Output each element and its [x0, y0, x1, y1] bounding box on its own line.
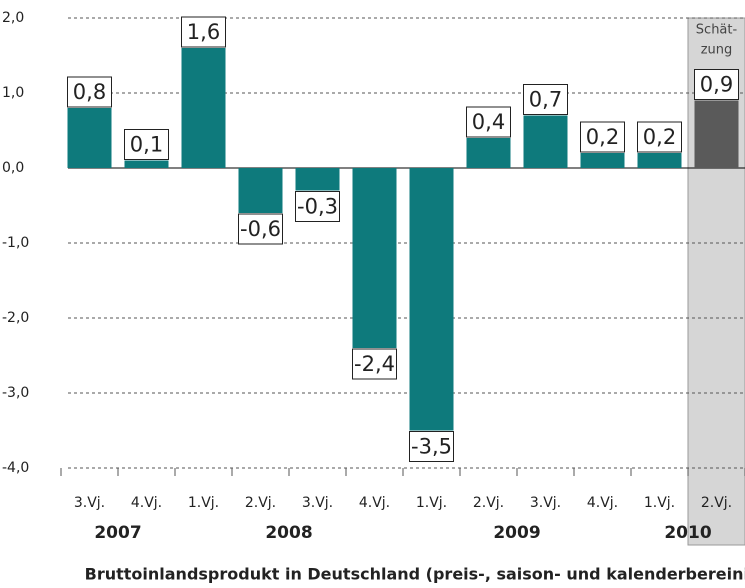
y-tick-label: -3,0	[2, 385, 29, 401]
bar	[694, 100, 739, 168]
bar	[124, 160, 169, 168]
chart-title: Bruttoinlandsprodukt in Deutschland (pre…	[85, 565, 745, 584]
x-tick-label: 1.Vj.	[644, 495, 675, 511]
y-tick-label: 2,0	[2, 10, 24, 26]
x-tick-label: 3.Vj.	[530, 495, 561, 511]
value-label: 0,2	[643, 125, 676, 149]
y-tick-label: -1,0	[2, 235, 29, 251]
x-tick-label: 3.Vj.	[74, 495, 105, 511]
bar	[580, 153, 625, 168]
value-label: 0,7	[529, 88, 562, 112]
x-tick-label: 1.Vj.	[188, 495, 219, 511]
group-label: 2009	[493, 523, 540, 543]
x-tick-label: 2.Vj.	[701, 495, 732, 511]
bar	[352, 168, 397, 348]
y-tick-label: -2,0	[2, 310, 29, 326]
bar	[523, 115, 568, 168]
value-label: 0,9	[700, 73, 733, 97]
value-label: 1,6	[187, 20, 220, 44]
value-label-box	[466, 106, 511, 138]
bar	[409, 168, 454, 431]
value-label-box	[295, 191, 340, 222]
value-label: 0,8	[73, 80, 106, 104]
bar	[181, 48, 226, 168]
value-label-box	[238, 213, 283, 245]
y-tick-label: 1,0	[2, 85, 24, 101]
value-label: -3,5	[411, 435, 452, 459]
value-label: 0,4	[472, 110, 505, 134]
bar	[67, 108, 112, 168]
x-tick-label: 4.Vj.	[359, 495, 390, 511]
value-label-box	[124, 129, 169, 160]
x-tick-label: 2.Vj.	[473, 495, 504, 511]
value-label: 0,1	[130, 133, 163, 157]
x-tick-label: 1.Vj.	[416, 495, 447, 511]
y-tick-label: -4,0	[2, 460, 29, 476]
group-label: 2007	[94, 523, 141, 543]
value-label-box	[580, 121, 625, 153]
x-tick-label: 4.Vj.	[587, 495, 618, 511]
x-tick-label: 3.Vj.	[302, 495, 333, 511]
value-label-box	[352, 348, 397, 380]
value-label-box	[523, 84, 568, 115]
value-label-box	[694, 69, 739, 100]
bar	[466, 138, 511, 168]
value-label: -0,3	[297, 195, 338, 219]
y-tick-label: 0,0	[2, 160, 24, 176]
x-tick-label: 4.Vj.	[131, 495, 162, 511]
x-tick-label: 2.Vj.	[245, 495, 276, 511]
value-label: -2,4	[354, 352, 395, 376]
value-label-box	[181, 16, 226, 48]
annotation: zung	[701, 43, 733, 58]
group-label: 2010	[664, 523, 711, 543]
value-label-box	[409, 431, 454, 462]
group-label: 2008	[265, 523, 312, 543]
bar	[637, 153, 682, 168]
value-label: 0,2	[586, 125, 619, 149]
bar	[238, 168, 283, 213]
bar	[295, 168, 340, 191]
value-label-box	[637, 121, 682, 153]
value-label: -0,6	[240, 217, 281, 241]
annotation: Schät-	[696, 23, 738, 38]
value-label-box	[67, 76, 112, 108]
